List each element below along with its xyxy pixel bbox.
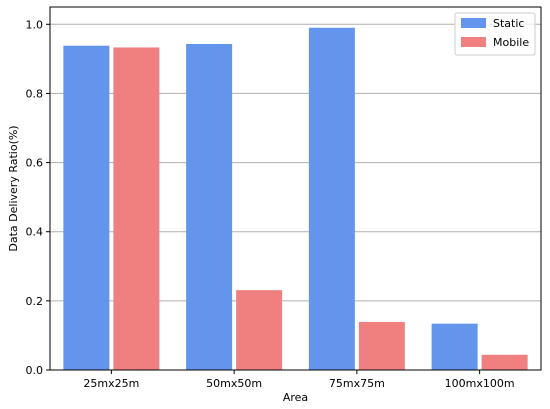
legend-swatch-mobile [461,37,486,47]
x-axis-ticks: 25mx25m 50mx50m 75mx75m 100mx100m [83,370,515,390]
bar-mobile-100mx100m [481,354,528,370]
y-tick-label: 0.8 [26,87,44,100]
bar-mobile-25mx25m [113,47,160,370]
bars [63,27,528,371]
y-tick-label: 0.2 [26,295,44,308]
x-tick-label: 25mx25m [83,377,139,390]
legend-swatch-static [461,18,486,28]
y-tick-label: 0.4 [26,226,44,239]
bar-static-75mx75m [308,27,355,370]
bar-static-100mx100m [431,323,478,370]
legend-label-static: Static [493,17,524,30]
y-axis-ticks: 0.0 0.2 0.4 0.6 0.8 1.0 [26,18,50,377]
x-tick-label: 100mx100m [445,377,515,390]
bar-static-25mx25m [63,45,110,370]
y-tick-label: 1.0 [26,18,44,31]
x-axis-label: Area [283,391,308,404]
bar-static-50mx50m [186,43,233,371]
y-tick-label: 0.6 [26,157,44,170]
x-tick-label: 75mx75m [329,377,385,390]
y-tick-label: 0.0 [26,364,44,377]
bar-mobile-75mx75m [358,321,405,370]
legend-label-mobile: Mobile [493,36,529,49]
legend: Static Mobile [454,12,536,56]
plot-frame [49,6,542,371]
x-tick-label: 50mx50m [206,377,262,390]
bar-mobile-50mx50m [236,290,283,370]
y-axis-label: Data Delivery Ratio(%) [7,125,20,251]
